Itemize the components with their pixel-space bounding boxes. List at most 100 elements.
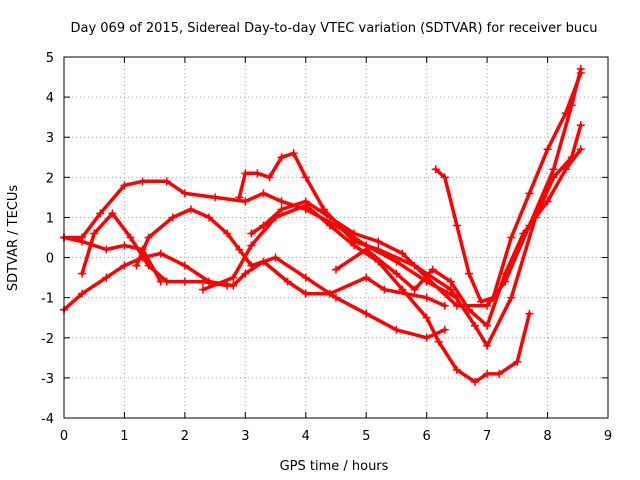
sat-track-1-point [138, 177, 147, 186]
sat-track-10-point [392, 269, 401, 278]
sat-track-10-point [446, 277, 455, 286]
plot-frame [63, 56, 609, 419]
sat-track-10-point [362, 245, 371, 254]
sat-track-7-point [235, 193, 244, 202]
sat-track-4-point [332, 293, 340, 302]
sat-track-2-point [362, 273, 371, 282]
sat-track-10-point [543, 197, 552, 206]
sat-track-6-point [471, 377, 480, 386]
sat-track-4-point [168, 213, 177, 222]
sat-track-3-point [180, 277, 189, 286]
sat-track-5-point [120, 241, 129, 250]
y-tick-label: -4 [41, 412, 54, 427]
sat-track-4-point [186, 205, 195, 214]
sat-track-6-point [513, 357, 522, 366]
sat-track-2-point [120, 261, 129, 270]
sat-track-2-point [301, 289, 310, 298]
sat-track-9-point [374, 237, 383, 246]
sat-track-6-point [422, 313, 431, 322]
sat-track-6-point [199, 285, 208, 294]
sat-track-9-point [483, 301, 492, 310]
sat-track-9-point [398, 249, 407, 258]
sat-track-1-point [96, 209, 105, 218]
sat-track-5-point [156, 277, 165, 286]
sat-track-9-point [259, 221, 268, 230]
sat-track-8-point [452, 221, 461, 230]
y-tick-label: 1 [46, 211, 54, 226]
sat-track-2-point [241, 269, 250, 278]
sat-track-9-point [567, 101, 576, 110]
sat-track-9-point [576, 65, 585, 74]
sat-track-9-point [301, 197, 310, 206]
sat-track-3-point [78, 269, 87, 278]
sat-track-7-point [253, 169, 262, 178]
sat-track-8-point [507, 233, 516, 242]
sat-track-7-point [374, 245, 383, 254]
sat-track-7-point [277, 153, 286, 162]
sat-track-8-point [431, 165, 440, 174]
sat-track-1-point [180, 189, 189, 198]
sat-track-4-point [223, 229, 232, 238]
series-layer [60, 65, 585, 386]
sat-track-3-point [223, 281, 232, 290]
sat-track-3-point [108, 209, 117, 218]
y-tick-label: 2 [46, 171, 54, 186]
sat-track-7-point [301, 173, 310, 182]
sat-track-10-point [332, 265, 340, 274]
sat-track-2-point [283, 277, 292, 286]
sat-track-7-point [265, 173, 274, 182]
x-tick-label: 0 [60, 429, 68, 444]
sat-track-10-point [519, 229, 528, 238]
y-tick-label: -3 [41, 372, 54, 387]
sat-track-4-point [271, 253, 280, 262]
y-tick-label: 3 [46, 131, 54, 146]
sat-track-7-point [350, 237, 359, 246]
sat-track-10-point [483, 321, 492, 330]
sat-track-10-point [501, 269, 510, 278]
sat-track-8-point [543, 145, 552, 154]
sat-track-6-point [229, 273, 238, 282]
sat-track-9-line [249, 67, 583, 308]
sat-track-4-point [247, 261, 256, 270]
sat-track-2-line [62, 251, 447, 312]
sat-track-1-point [162, 177, 171, 186]
sat-track-7-point [471, 321, 480, 330]
sat-track-4-point [205, 213, 214, 222]
sat-track-10-point [428, 265, 437, 274]
sat-track-1-line [62, 179, 459, 300]
x-tick-label: 1 [120, 429, 128, 444]
x-axis-label: GPS time / hours [280, 459, 389, 474]
sat-track-1-point [120, 181, 129, 190]
sat-track-9-point [549, 165, 558, 174]
sat-track-6-point [398, 285, 407, 294]
sat-track-9-point [452, 301, 461, 310]
sat-track-5-point [102, 245, 111, 254]
sat-track-6-point [452, 365, 461, 374]
sat-track-7-point [483, 341, 492, 350]
sat-track-10-point [410, 285, 419, 294]
sat-track-7-point [289, 149, 298, 158]
sat-track-5-point [138, 245, 147, 254]
sat-track-2-point [102, 273, 111, 282]
sat-track-9-point [325, 213, 334, 222]
y-tick-label: 5 [46, 51, 54, 66]
sat-track-6-point [495, 369, 504, 378]
sat-track-2-point [380, 285, 389, 294]
sat-track-1-point [259, 189, 268, 198]
sat-track-2-point [440, 301, 449, 310]
sat-track-4-point [422, 333, 431, 342]
y-tick-label: -1 [41, 292, 54, 307]
sat-track-9-point [350, 229, 359, 238]
sat-track-2-point [156, 249, 165, 258]
sat-track-7-point [446, 285, 455, 294]
x-tick-label: 5 [362, 429, 370, 444]
sat-track-6-point [325, 221, 334, 230]
sat-track-7-point [507, 293, 516, 302]
sat-track-4-point [132, 261, 141, 270]
sat-track-2-point [180, 261, 189, 270]
sat-track-4-point [301, 273, 310, 282]
sat-track-8-point [464, 269, 473, 278]
sat-track-10-point [576, 145, 585, 154]
sat-track-10-point [561, 165, 570, 174]
